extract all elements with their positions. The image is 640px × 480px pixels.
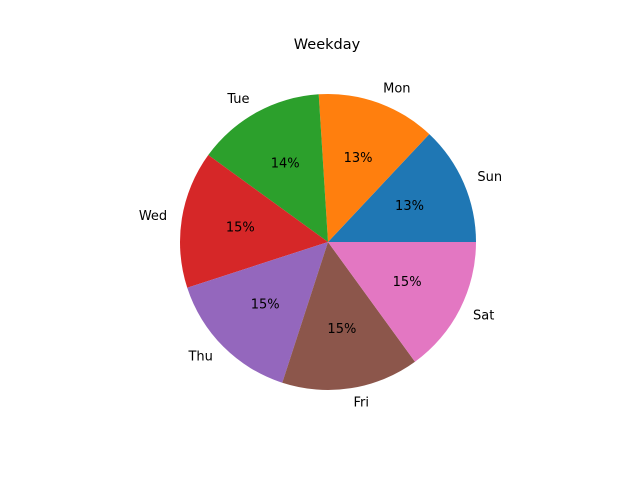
category-label-wed: Wed (139, 209, 167, 224)
category-label-tue: Tue (226, 92, 249, 107)
pie-category-labels: Sun Mon Tue Wed Thu Fri Sat (139, 81, 502, 410)
pie-percent-labels: 13% 13% 14% 15% 15% 15% 15% (226, 151, 424, 337)
pie-slice-sun (328, 134, 476, 242)
pie-slices (180, 93, 476, 390)
pie-slice-mon (318, 93, 430, 242)
percent-label-fri: 15% (327, 322, 356, 337)
percent-label-sun: 13% (395, 199, 424, 214)
percent-label-mon: 13% (344, 151, 373, 166)
pie-slice-fri (282, 242, 415, 390)
pie-slice-wed (180, 155, 328, 288)
chart-title: Weekday (294, 37, 361, 53)
category-label-thu: Thu (187, 350, 212, 365)
percent-label-wed: 15% (226, 221, 255, 236)
pie-slice-tue (208, 94, 328, 242)
percent-label-tue: 14% (271, 157, 300, 172)
pie-slice-thu (187, 242, 328, 383)
category-label-mon: Mon (383, 81, 410, 96)
category-label-fri: Fri (353, 395, 369, 410)
percent-label-sat: 15% (393, 275, 422, 290)
category-label-sat: Sat (473, 308, 494, 323)
pie-slice-sat (328, 242, 476, 362)
percent-label-thu: 15% (251, 297, 280, 312)
category-label-sun: Sun (477, 170, 502, 185)
